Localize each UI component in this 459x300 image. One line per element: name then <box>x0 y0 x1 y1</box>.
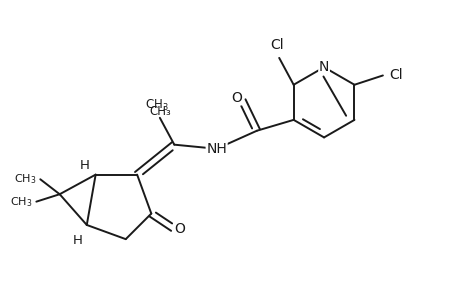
Text: CH₃: CH₃ <box>149 105 170 118</box>
Text: Cl: Cl <box>269 38 283 52</box>
Text: CH$_3$: CH$_3$ <box>145 98 169 112</box>
Text: CH$_3$: CH$_3$ <box>14 172 36 186</box>
Text: NH: NH <box>206 142 227 156</box>
Text: O: O <box>230 91 241 105</box>
Text: Cl: Cl <box>388 68 402 83</box>
Text: H: H <box>79 159 89 172</box>
Text: CH$_3$: CH$_3$ <box>10 195 32 208</box>
Text: H: H <box>73 234 82 247</box>
Text: N: N <box>318 60 329 74</box>
Text: O: O <box>174 222 184 236</box>
